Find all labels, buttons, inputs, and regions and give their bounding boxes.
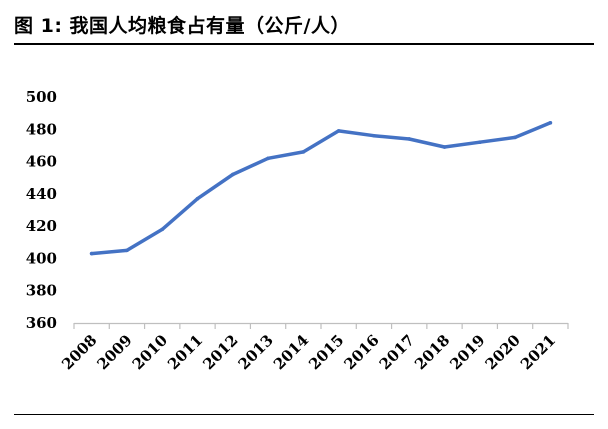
bottom-rule bbox=[14, 414, 594, 415]
y-tick-label: 360 bbox=[26, 314, 57, 332]
series-group bbox=[89, 121, 553, 256]
x-tick-label: 2008 bbox=[58, 331, 100, 373]
y-tick-label: 480 bbox=[26, 120, 57, 138]
x-tick-label: 2012 bbox=[199, 331, 241, 373]
x-tick-label: 2014 bbox=[270, 331, 312, 373]
x-tick-label: 2019 bbox=[446, 331, 488, 373]
y-tick-label: 420 bbox=[26, 217, 57, 235]
data-point bbox=[230, 172, 235, 177]
y-axis: 360 380 400 420 440 460 480 500 bbox=[26, 88, 57, 332]
top-rule bbox=[14, 43, 594, 45]
x-axis bbox=[73, 322, 569, 329]
x-tick-label: 2009 bbox=[94, 331, 136, 373]
x-tick-label: 2018 bbox=[411, 331, 453, 373]
x-tick-label: 2011 bbox=[164, 331, 206, 373]
x-tick-label: 2020 bbox=[482, 331, 524, 373]
y-tick-label: 440 bbox=[26, 185, 57, 203]
data-point bbox=[125, 248, 129, 253]
x-tick-label: 2021 bbox=[517, 331, 559, 373]
x-tick-label: 2010 bbox=[129, 331, 171, 373]
data-point bbox=[301, 150, 306, 154]
data-point bbox=[513, 135, 517, 140]
y-tick-label: 380 bbox=[26, 282, 57, 300]
x-tick-label: 2017 bbox=[376, 331, 418, 373]
figure-title: 图 1: 我国人均粮食占有量（公斤/人） bbox=[14, 15, 350, 37]
data-point bbox=[548, 121, 553, 125]
x-tick-label: 2015 bbox=[305, 331, 347, 373]
data-point bbox=[89, 251, 94, 256]
data-point bbox=[160, 227, 165, 232]
data-point bbox=[477, 140, 482, 144]
data-point bbox=[372, 133, 376, 138]
y-tick-label: 500 bbox=[26, 88, 57, 106]
x-tick-label: 2013 bbox=[235, 331, 277, 373]
data-point bbox=[266, 156, 270, 161]
y-tick-label: 460 bbox=[26, 153, 57, 171]
x-tick-label: 2016 bbox=[341, 331, 383, 373]
data-point bbox=[336, 129, 341, 133]
y-tick-label: 400 bbox=[26, 249, 57, 267]
data-point bbox=[407, 137, 412, 141]
series-line bbox=[89, 121, 553, 256]
data-point bbox=[442, 145, 447, 149]
x-axis-tick-labels: 2008200920102011201220132014201520162017… bbox=[58, 331, 559, 373]
data-point bbox=[195, 196, 200, 201]
